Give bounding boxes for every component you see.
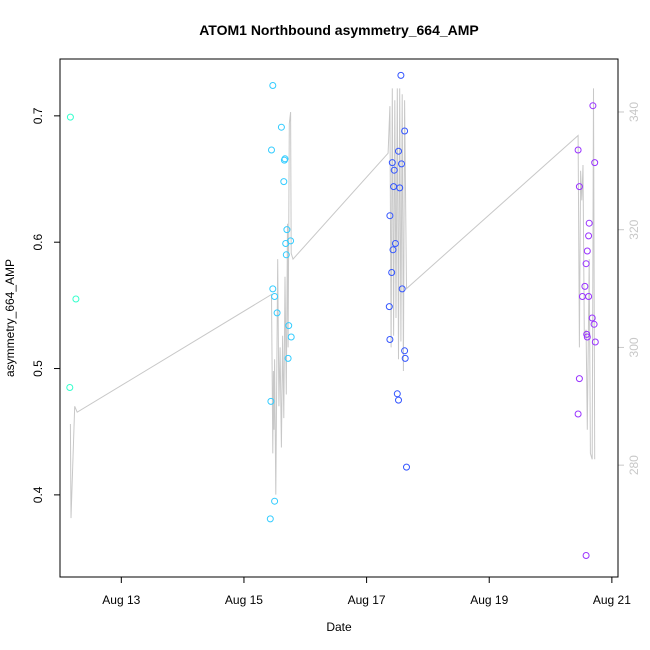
y-tick-label: 0.7 bbox=[31, 107, 45, 124]
data-point bbox=[590, 320, 598, 328]
data-point bbox=[271, 293, 279, 300]
right-tick-label: 280 bbox=[627, 455, 641, 475]
y-axis-label: asymmetry_664_AMP bbox=[3, 259, 17, 377]
x-axis-label: Date bbox=[326, 620, 352, 634]
data-point bbox=[395, 396, 402, 404]
data-point bbox=[282, 240, 290, 247]
x-tick-label: Aug 19 bbox=[470, 593, 508, 607]
right-tick-label: 300 bbox=[627, 337, 641, 357]
secondary-series-layer bbox=[69, 88, 596, 519]
data-point bbox=[396, 184, 404, 192]
data-point bbox=[390, 166, 398, 174]
chart-title: ATOM1 Northbound asymmetry_664_AMP bbox=[199, 22, 479, 38]
secondary-series-line bbox=[69, 88, 596, 519]
data-point bbox=[284, 354, 292, 362]
axes-layer: Aug 13 Aug 15 Aug 17 Aug 19 Aug 21 0.4 0.5 0.6 0… bbox=[31, 102, 641, 607]
data-point bbox=[403, 463, 410, 471]
data-point bbox=[386, 336, 394, 343]
data-point bbox=[581, 282, 589, 290]
data-point bbox=[281, 155, 289, 163]
data-point bbox=[269, 82, 277, 89]
data-point bbox=[589, 102, 597, 110]
data-point bbox=[282, 251, 290, 259]
right-tick-label: 340 bbox=[627, 102, 641, 122]
data-point bbox=[398, 285, 406, 293]
data-point bbox=[591, 338, 599, 346]
data-point bbox=[588, 314, 596, 322]
data-point bbox=[583, 330, 591, 338]
data-point bbox=[582, 552, 590, 559]
data-point bbox=[267, 397, 275, 405]
data-point bbox=[385, 303, 393, 311]
data-point bbox=[401, 354, 409, 362]
data-point bbox=[277, 123, 285, 131]
y-tick-label: 0.6 bbox=[31, 234, 45, 251]
data-point bbox=[393, 390, 401, 398]
x-tick-label: Aug 13 bbox=[102, 593, 140, 607]
data-point bbox=[269, 285, 277, 293]
data-point bbox=[575, 375, 583, 383]
data-point bbox=[268, 146, 275, 154]
data-point bbox=[591, 159, 599, 167]
data-point bbox=[401, 127, 409, 135]
y-tick-label: 0.4 bbox=[31, 486, 45, 503]
data-point bbox=[66, 384, 74, 391]
data-point bbox=[574, 410, 582, 418]
data-point bbox=[287, 333, 295, 341]
data-point bbox=[395, 147, 402, 155]
data-point bbox=[398, 160, 405, 168]
data-point bbox=[397, 71, 405, 79]
data-point bbox=[388, 269, 396, 276]
data-point bbox=[386, 212, 394, 220]
right-tick-label: 320 bbox=[627, 219, 641, 239]
data-point bbox=[391, 240, 399, 247]
x-tick-label: Aug 15 bbox=[225, 593, 263, 607]
data-point bbox=[66, 113, 74, 121]
data-point bbox=[389, 246, 397, 254]
data-point bbox=[283, 226, 291, 234]
y-tick-label: 0.5 bbox=[31, 360, 45, 377]
data-point bbox=[585, 232, 593, 240]
data-point bbox=[575, 183, 583, 191]
plot-frame bbox=[59, 58, 619, 578]
data-point bbox=[273, 309, 281, 317]
scatter-points-layer bbox=[66, 71, 599, 559]
x-tick-label: Aug 21 bbox=[593, 593, 631, 607]
data-point bbox=[582, 260, 590, 268]
data-point bbox=[585, 219, 593, 227]
data-point bbox=[585, 293, 593, 300]
data-point bbox=[280, 178, 288, 186]
data-point bbox=[583, 247, 591, 255]
data-point bbox=[583, 333, 591, 341]
data-point bbox=[574, 146, 582, 154]
data-point bbox=[72, 295, 80, 303]
data-point bbox=[401, 347, 409, 355]
data-point bbox=[271, 497, 279, 505]
data-point bbox=[388, 159, 396, 167]
data-point bbox=[285, 322, 293, 330]
data-point bbox=[266, 515, 274, 523]
x-tick-label: Aug 17 bbox=[348, 593, 386, 607]
